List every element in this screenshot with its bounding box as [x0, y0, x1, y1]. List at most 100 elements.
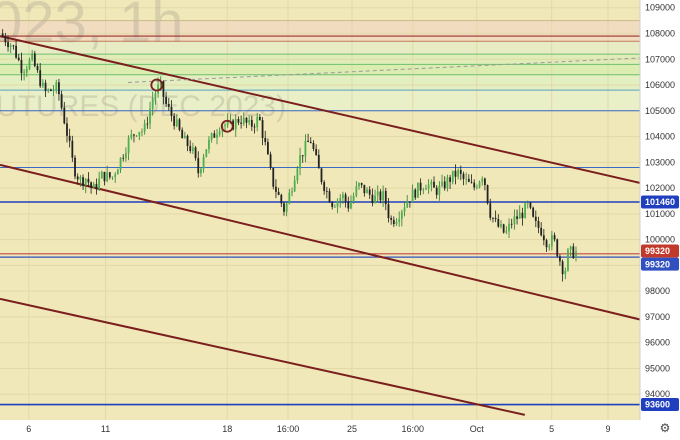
candlesticks [1, 29, 577, 282]
candle-body [36, 66, 39, 71]
candle-body [50, 89, 52, 91]
candle-body [205, 149, 208, 157]
candle-body [103, 171, 106, 182]
price-badge-label: 101460 [645, 197, 675, 207]
candle-body [371, 194, 374, 204]
candle-body [545, 240, 548, 248]
candle-body [181, 129, 184, 139]
candle-body [363, 184, 366, 194]
candle-body [130, 134, 133, 138]
candle-body [296, 168, 299, 181]
candle-body [350, 202, 352, 209]
candle-body [387, 204, 390, 219]
candle-body [516, 216, 518, 219]
candle-body [7, 42, 9, 48]
candle-body [82, 177, 84, 186]
channel-line [0, 163, 640, 321]
horizontal-levels [0, 20, 640, 406]
candle-body [119, 157, 122, 170]
candle-body [200, 168, 202, 174]
candle-body [542, 235, 545, 241]
candle-body [186, 135, 189, 147]
time-axis-background [0, 420, 640, 440]
time-tick-label: Oct [470, 424, 485, 434]
candle-body [548, 246, 551, 248]
price-badge [641, 244, 679, 258]
channel-line [0, 35, 640, 184]
candle-body [537, 220, 540, 228]
candle-body [95, 184, 98, 190]
candle-body [320, 168, 323, 183]
candle-body [267, 141, 269, 155]
time-tick-label: 16:00 [277, 424, 300, 434]
candle-body [154, 93, 157, 100]
candle-body [390, 218, 393, 220]
price-tick-label: 95000 [645, 363, 670, 373]
candle-body [170, 106, 173, 116]
candle-body [189, 146, 192, 151]
candle-body [427, 184, 430, 189]
candle-body [360, 183, 363, 185]
price-tick-label: 100000 [645, 235, 675, 245]
candle-body [157, 84, 159, 94]
candle-body [564, 270, 567, 275]
candle-body [467, 178, 470, 182]
candle-body [478, 181, 481, 188]
candle-body [494, 217, 497, 220]
candle-body [344, 194, 347, 202]
gear-icon[interactable]: ⚙ [659, 421, 671, 435]
dashed-trend-line [127, 57, 640, 83]
candle-body [28, 59, 31, 69]
candle-body [417, 182, 419, 198]
candle-body [486, 185, 489, 204]
candle-body [540, 227, 543, 236]
price-tick-label: 101000 [645, 209, 675, 219]
candle-body [307, 140, 309, 142]
time-axis[interactable]: 6 11 18 16:00 25 16:00 Oct 5 9 [26, 424, 610, 434]
candle-body [100, 171, 103, 179]
candle-body [277, 191, 280, 195]
candle-body [419, 182, 422, 191]
candle-body [285, 203, 288, 212]
candle-body [272, 167, 275, 187]
candle-body [374, 195, 376, 204]
candle-body [4, 36, 7, 43]
candle-body [143, 123, 146, 132]
candle-body [264, 137, 267, 142]
candle-body [497, 219, 500, 227]
price-tick-label: 96000 [645, 338, 670, 348]
candle-body [213, 133, 216, 138]
price-tick-label: 103000 [645, 157, 675, 167]
candle-body [521, 212, 524, 219]
candle-body [435, 187, 438, 195]
price-tick-label: 105000 [645, 106, 675, 116]
candle-body [395, 221, 398, 225]
time-tick-label: 18 [222, 424, 232, 434]
candle-body [17, 57, 20, 60]
price-tick-label: 97000 [645, 312, 670, 322]
candle-body [524, 203, 526, 219]
candle-body [106, 172, 109, 182]
candle-body [325, 190, 328, 192]
candle-body [392, 219, 395, 225]
candle-body [526, 202, 529, 204]
candle-body [41, 82, 44, 87]
candle-body [240, 122, 243, 124]
candle-body [561, 261, 564, 275]
candle-body [433, 181, 435, 188]
candle-body [475, 187, 478, 189]
price-badge [641, 398, 679, 412]
candle-body [74, 157, 76, 177]
candle-body [398, 219, 401, 222]
price-badges: 101460 99320 99320 93600 [641, 195, 679, 412]
candle-body [508, 223, 510, 232]
candle-body [162, 81, 165, 97]
candle-body [165, 96, 168, 104]
candle-body [55, 82, 58, 91]
pivot-markers [150, 78, 234, 133]
candle-body [275, 186, 277, 192]
candle-body [406, 201, 409, 208]
candle-body [484, 178, 486, 186]
candle-body [138, 132, 141, 136]
